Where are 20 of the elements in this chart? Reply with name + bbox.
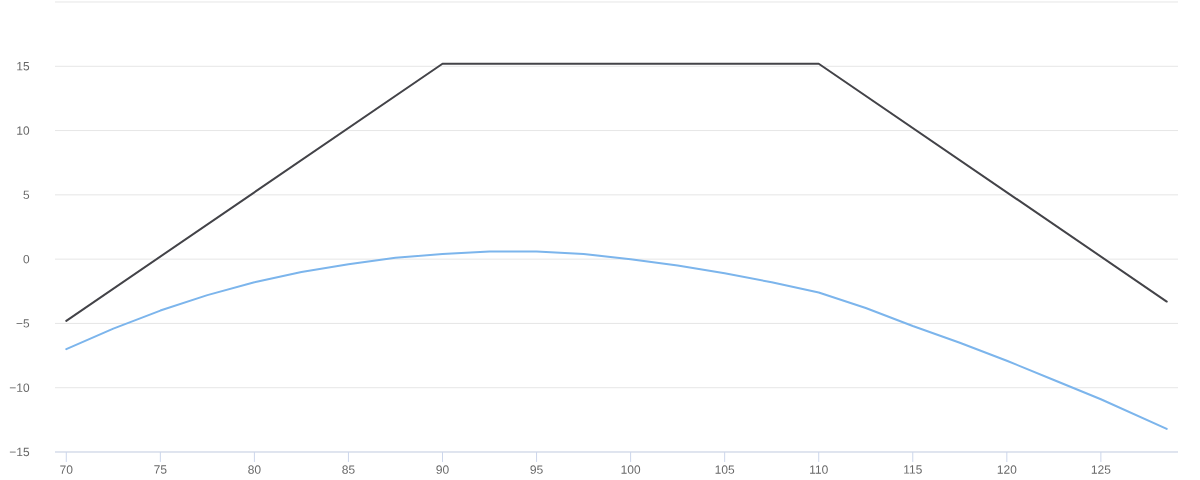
x-tick-label: 85 [342, 465, 355, 474]
x-tick-label: 110 [810, 465, 828, 474]
y-tick-label: −5 [16, 319, 30, 328]
x-tick-label: 105 [715, 465, 735, 474]
x-tick-label: 125 [1091, 465, 1111, 474]
x-tick-label: 115 [904, 465, 922, 474]
y-tick-label: 5 [23, 190, 30, 200]
y-tick-label: −15 [9, 447, 30, 457]
x-tick-label: 95 [530, 465, 543, 474]
x-tick-label: 120 [997, 465, 1017, 474]
y-tick-label: 10 [17, 126, 30, 135]
x-tick-label: 90 [436, 465, 449, 474]
x-tick-label: 80 [248, 465, 261, 474]
x-tick-label: 100 [621, 465, 641, 474]
x-tick-label: 75 [154, 465, 167, 474]
x-tick-label: 70 [60, 465, 73, 474]
y-tick-label: 0 [23, 254, 30, 264]
y-tick-label: −10 [9, 383, 30, 392]
line-series [65, 250, 1168, 430]
y-tick-label: 15 [17, 62, 30, 71]
